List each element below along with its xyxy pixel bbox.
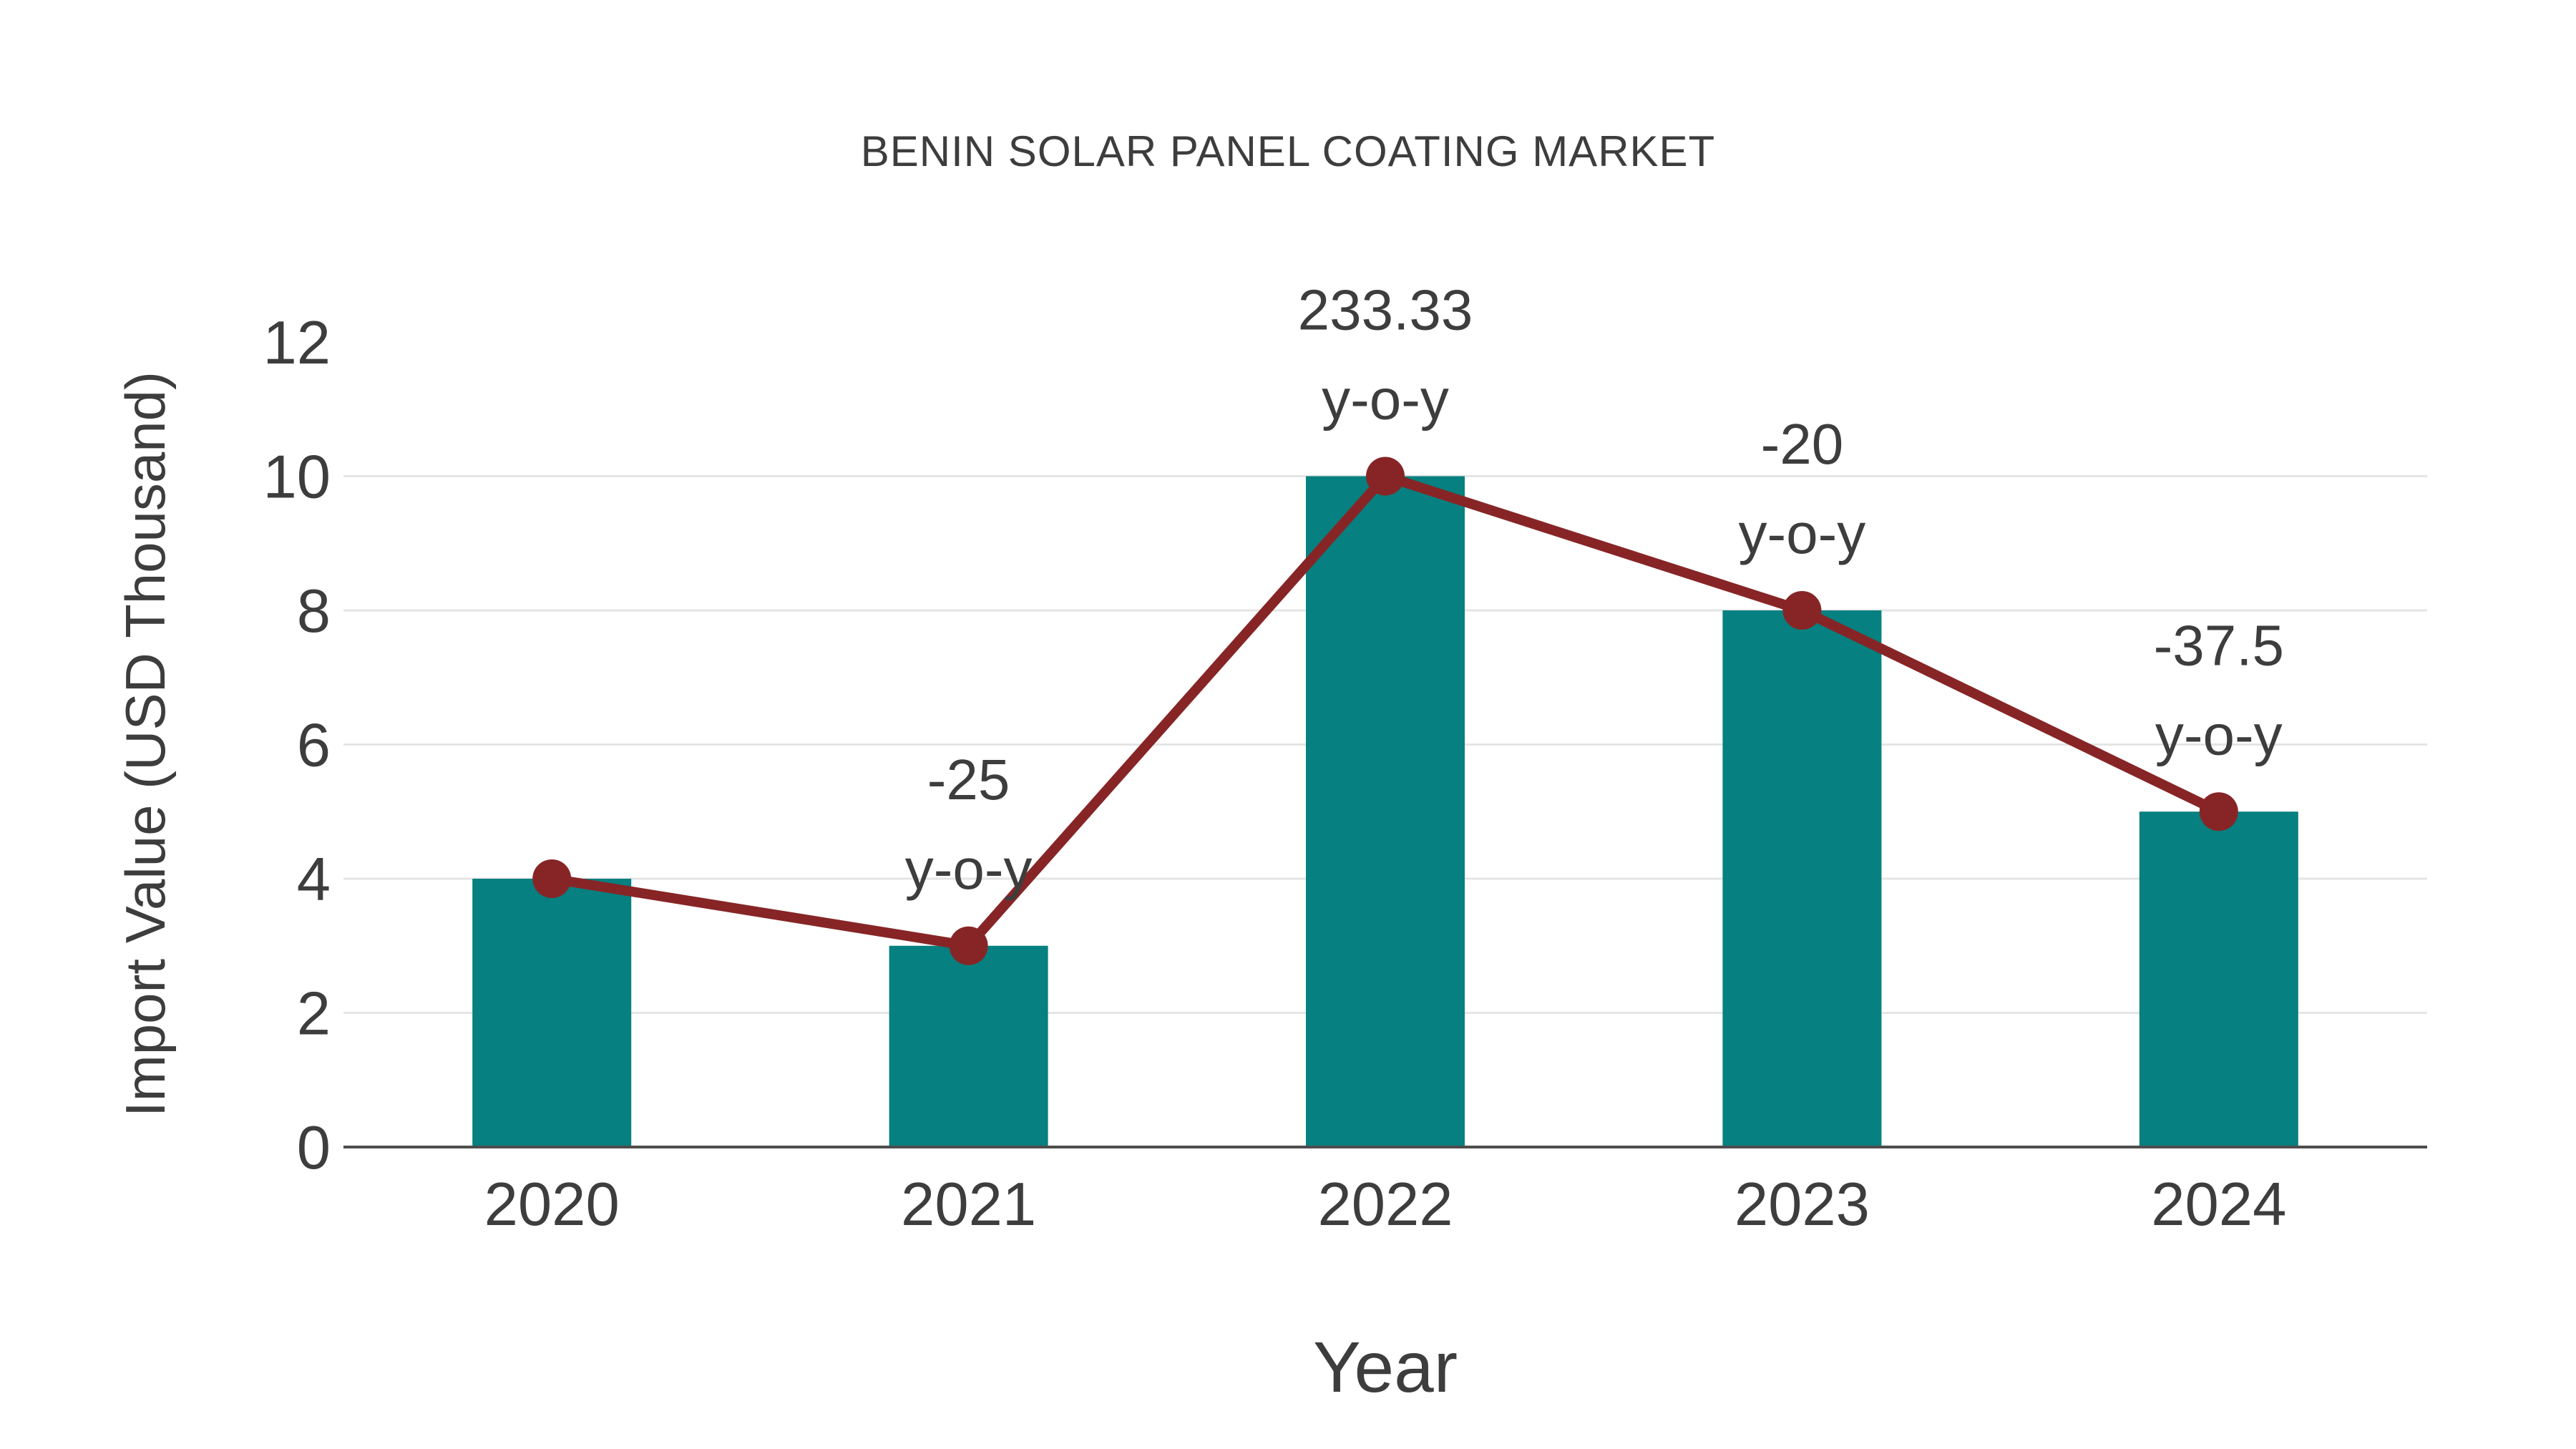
bar-2022 [1306,476,1465,1147]
line-marker-2024 [2199,792,2238,831]
annotation-suffix-2023: y-o-y [1739,502,1866,565]
axes-group: 0 2 4 6 8 10 12 2020 2021 2022 2023 2024 [263,309,2427,1239]
bar-2021 [889,945,1048,1147]
chart-title: BENIN SOLAR PANEL COATING MARKET [861,127,1715,175]
annotations-group: -25 y-o-y 233.33 y-o-y -20 y-o-y -37.5 y-o-y [905,278,2284,901]
annotation-value-2021: -25 [927,748,1010,811]
y-tick-label-8: 8 [297,577,331,645]
x-tick-label-2021: 2021 [901,1171,1036,1239]
line-marker-2022 [1366,457,1405,496]
bars-group [472,476,2298,1147]
annotation-suffix-2024: y-o-y [2155,703,2283,766]
y-axis-title: Import Value (USD Thousand) [114,371,177,1117]
line-series-group [532,457,2238,965]
y-tick-label-12: 12 [263,309,331,377]
x-tick-label-2020: 2020 [484,1171,620,1239]
line-marker-2020 [532,859,572,898]
bar-2020 [472,879,632,1147]
x-axis-title: Year [1313,1327,1458,1407]
y-tick-label-2: 2 [297,980,331,1048]
annotation-suffix-2022: y-o-y [1322,368,1449,431]
y-tick-label-6: 6 [297,712,331,780]
x-tick-label-2024: 2024 [2151,1171,2286,1239]
bar-2024 [2139,811,2298,1147]
y-tick-label-0: 0 [297,1114,331,1182]
y-tick-label-10: 10 [263,444,331,512]
line-marker-2021 [949,926,988,965]
annotation-value-2022: 233.33 [1298,278,1473,342]
line-marker-2023 [1782,591,1822,630]
y-tick-label-4: 4 [297,846,331,914]
annotation-value-2023: -20 [1761,412,1844,476]
annotation-value-2024: -37.5 [2154,613,2284,677]
x-tick-label-2023: 2023 [1735,1171,1870,1239]
annotation-suffix-2021: y-o-y [905,837,1033,901]
x-tick-label-2022: 2022 [1317,1171,1453,1239]
bar-2023 [1722,610,1882,1147]
